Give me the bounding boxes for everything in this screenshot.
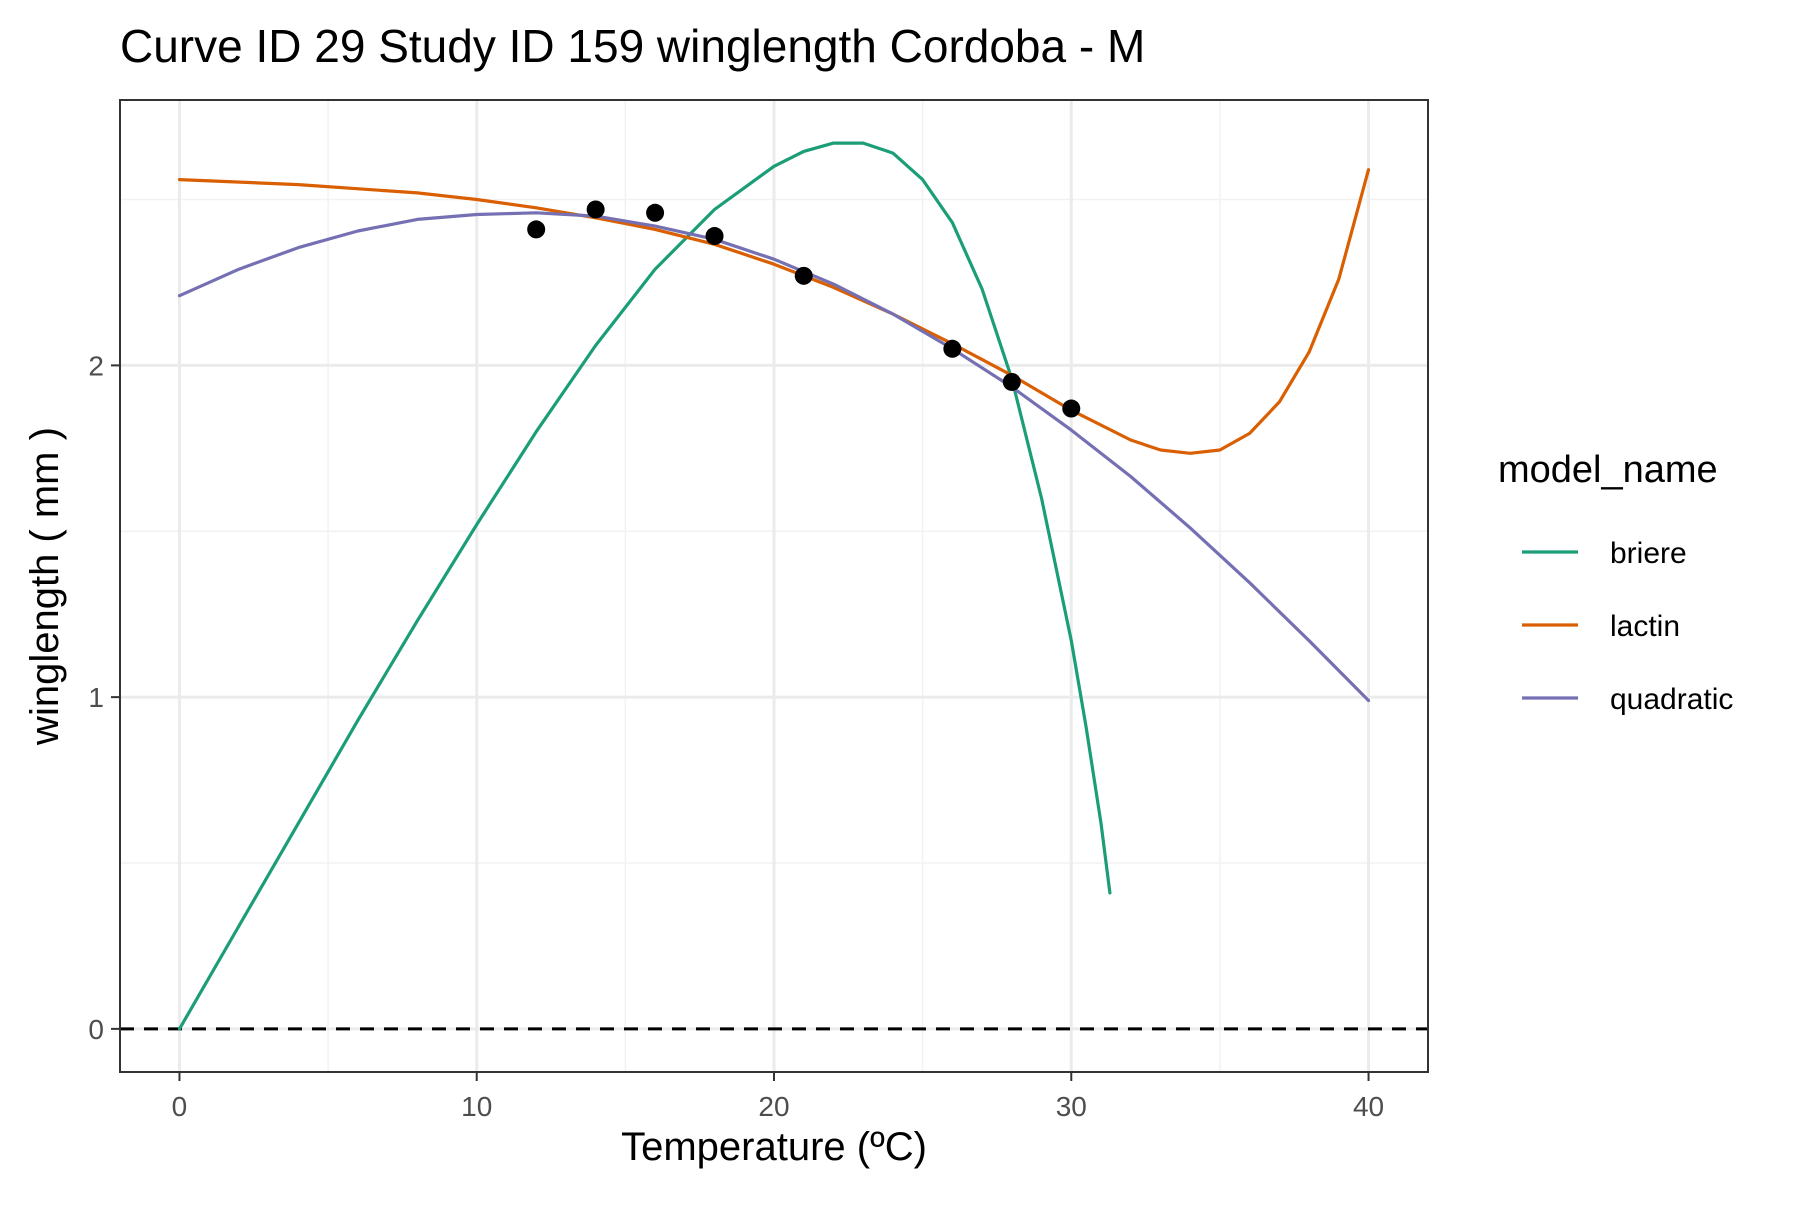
x-tick-label: 40: [1353, 1091, 1384, 1122]
legend-item-quadratic: quadratic: [1522, 683, 1733, 716]
x-tick-label: 0: [172, 1091, 188, 1122]
legend-label-lactin: lactin: [1610, 610, 1680, 643]
data-point: [705, 227, 724, 246]
data-point: [794, 266, 813, 285]
legend-item-lactin: lactin: [1522, 610, 1680, 643]
legend-item-briere: briere: [1522, 537, 1687, 570]
series-line-quadratic: [177, 211, 1371, 703]
major-grid: [120, 100, 1428, 1072]
x-tick-label: 20: [758, 1091, 789, 1122]
legend-label-briere: briere: [1610, 537, 1687, 570]
legend-title: model_name: [1498, 449, 1718, 491]
chart-title: Curve ID 29 Study ID 159 winglength Cord…: [120, 20, 1145, 72]
y-axis-title: winglength ( mm ): [23, 427, 67, 746]
x-axis: 0 10 20 30 40: [172, 1072, 1384, 1122]
data-point: [527, 220, 546, 239]
legend: model_name briere lactin quadratic: [1498, 449, 1733, 716]
legend-label-quadratic: quadratic: [1610, 683, 1733, 716]
y-axis: 0 1 2: [88, 350, 120, 1045]
x-tick-label: 10: [461, 1091, 492, 1122]
y-tick-label: 2: [88, 350, 104, 381]
data-point: [1062, 399, 1081, 418]
x-tick-label: 30: [1056, 1091, 1087, 1122]
data-point: [586, 200, 605, 219]
points-layer: [527, 200, 1081, 418]
y-tick-label: 0: [88, 1014, 104, 1045]
y-tick-label: 1: [88, 682, 104, 713]
data-point: [646, 203, 665, 222]
x-axis-title: Temperature (ºC): [621, 1125, 927, 1169]
data-point: [1002, 372, 1021, 391]
series-line-briere: [177, 141, 1112, 1031]
data-point: [943, 339, 962, 358]
